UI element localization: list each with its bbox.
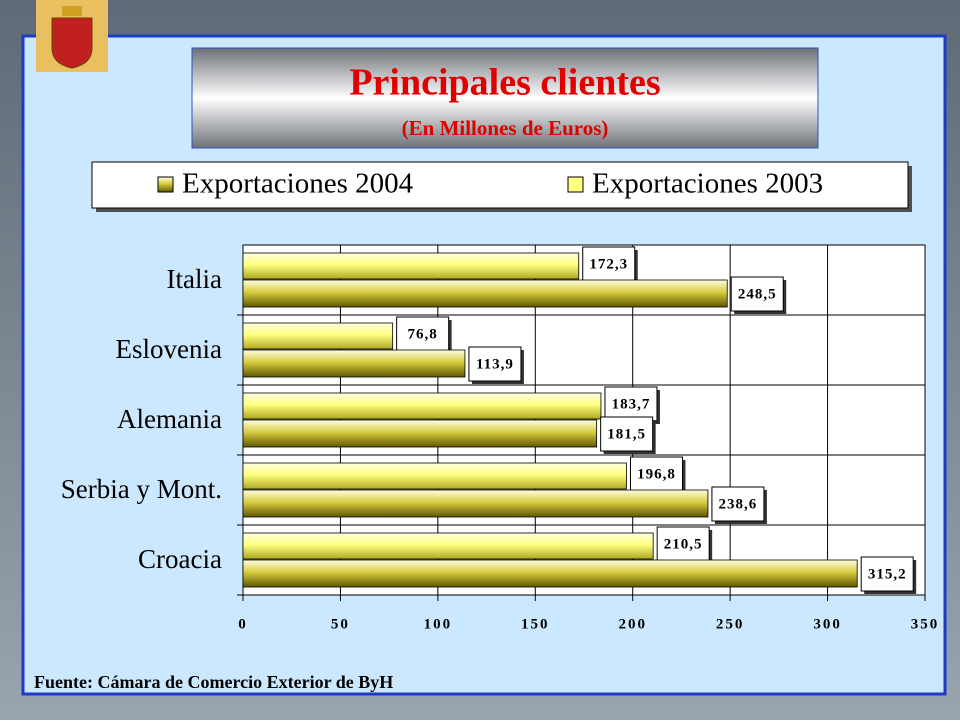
chart-title: Principales clientes <box>349 62 660 104</box>
value-label: 196,8 <box>637 466 676 482</box>
x-tick-label: 50 <box>331 616 350 632</box>
coat-of-arms <box>36 0 108 72</box>
value-label: 238,6 <box>719 496 758 512</box>
bar <box>242 322 394 350</box>
legend-swatch <box>157 176 174 193</box>
value-label-box <box>582 246 636 282</box>
value-label: 183,7 <box>612 396 651 412</box>
source-note: Fuente: Cámara de Comercio Exterior de B… <box>34 672 393 692</box>
value-label: 76,8 <box>408 326 438 342</box>
chart-subtitle: (En Millones de Euros) <box>402 116 609 140</box>
bar <box>242 252 580 280</box>
value-label: 315,2 <box>868 566 907 582</box>
y-tick-label: Eslovenia <box>116 334 222 364</box>
legend-swatch <box>567 176 584 193</box>
bar <box>242 392 602 420</box>
x-tick-label: 200 <box>618 616 647 632</box>
value-label-box <box>711 486 765 522</box>
x-tick-label: 350 <box>911 616 940 632</box>
bar <box>242 532 654 560</box>
value-label-box <box>860 556 914 592</box>
legend-label: Exportaciones 2003 <box>592 168 823 200</box>
value-label-box <box>656 526 710 562</box>
value-label-box <box>600 416 654 452</box>
title-box <box>191 47 819 149</box>
value-label: 210,5 <box>664 536 703 552</box>
bar <box>242 349 466 378</box>
y-tick-label: Croacia <box>138 544 222 574</box>
y-tick-label: Italia <box>167 264 222 294</box>
value-label: 113,9 <box>476 356 514 372</box>
value-label-box <box>730 276 784 312</box>
value-label-box <box>604 386 658 422</box>
bar <box>242 559 858 588</box>
bar <box>242 419 598 448</box>
bar <box>242 489 709 518</box>
value-label-box <box>468 346 522 382</box>
y-tick-label: Serbia y Mont. <box>61 474 222 504</box>
x-tick-label: 250 <box>716 616 745 632</box>
legend <box>91 161 909 209</box>
value-label: 181,5 <box>607 426 646 442</box>
bar <box>242 462 627 490</box>
value-label: 172,3 <box>589 256 628 272</box>
value-label-box <box>396 316 450 352</box>
x-tick-label: 0 <box>238 616 248 632</box>
x-tick-label: 150 <box>521 616 550 632</box>
x-tick-label: 100 <box>424 616 453 632</box>
y-tick-label: Alemania <box>117 404 222 434</box>
legend-label: Exportaciones 2004 <box>182 168 414 200</box>
value-label-box <box>629 456 683 492</box>
value-label: 248,5 <box>738 286 777 302</box>
x-tick-label: 300 <box>813 616 842 632</box>
bar <box>242 279 728 308</box>
